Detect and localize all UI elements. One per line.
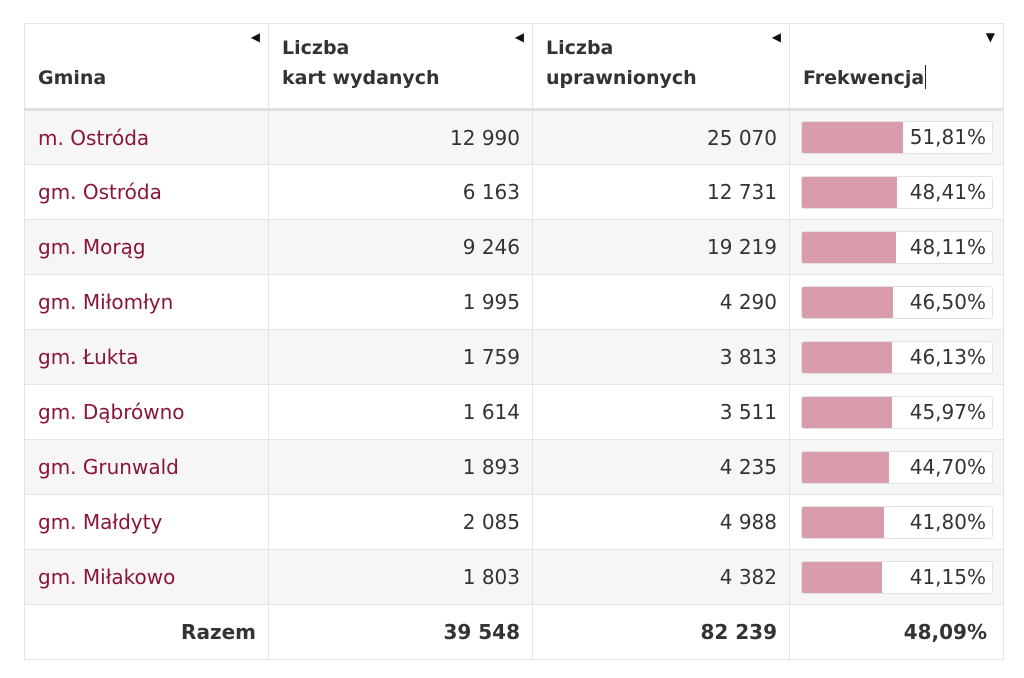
table-row: gm. Ostróda 6 163 12 731 48,41% (24, 164, 1004, 220)
frekwencja-bar-fill (802, 176, 897, 208)
header-frekwencja-label: Frekwencja (803, 67, 925, 89)
uprawnieni-value: 19 219 (532, 219, 790, 275)
frekwencja-bar-fill (802, 341, 893, 373)
karty-value: 12 990 (268, 109, 533, 165)
frekwencja-bar-fill (802, 396, 892, 428)
frekwencja-bar-fill (802, 506, 884, 538)
gmina-name-link[interactable]: gm. Morąg (24, 219, 269, 275)
karty-value: 1 614 (268, 384, 533, 440)
frekwencja-cell: 46,50% (789, 274, 1004, 330)
frekwencja-cell: 46,13% (789, 329, 1004, 385)
frekwencja-value: 48,41% (909, 179, 986, 204)
header-frekwencja[interactable]: ▼ Frekwencja (789, 23, 1004, 111)
table-row: gm. Grunwald 1 893 4 235 44,70% (24, 439, 1004, 495)
header-uprawnionych-line1: Liczba (546, 37, 614, 59)
table-footer-row: Razem 39 548 82 239 48,09% (24, 604, 1004, 660)
frekwencja-bar: 48,11% (801, 230, 993, 264)
karty-value: 9 246 (268, 219, 533, 275)
sort-left-icon[interactable]: ◀ (250, 30, 260, 44)
table-row: m. Ostróda 12 990 25 070 51,81% (24, 109, 1004, 165)
uprawnieni-value: 4 988 (532, 494, 790, 550)
karty-value: 1 759 (268, 329, 533, 385)
table-body: m. Ostróda 12 990 25 070 51,81% gm. Ostróda 6… (24, 109, 1004, 605)
frekwencja-bar: 41,80% (801, 505, 993, 539)
frekwencja-value: 51,81% (909, 125, 986, 149)
sort-left-icon[interactable]: ◀ (514, 30, 524, 44)
uprawnieni-value: 12 731 (532, 164, 790, 220)
footer-uprawnieni: 82 239 (532, 604, 790, 660)
gmina-name-link[interactable]: gm. Grunwald (24, 439, 269, 495)
sort-down-icon[interactable]: ▼ (985, 30, 995, 44)
footer-label: Razem (24, 604, 269, 660)
frekwencja-bar-fill (802, 451, 890, 483)
frekwencja-bar: 46,50% (801, 285, 993, 319)
uprawnieni-value: 4 382 (532, 549, 790, 605)
footer-frekwencja: 48,09% (789, 604, 1004, 660)
frekwencja-value: 46,13% (909, 344, 986, 369)
uprawnieni-value: 4 235 (532, 439, 790, 495)
header-karty-line2: kart wydanych (282, 67, 440, 89)
frekwencja-value: 48,11% (909, 234, 986, 259)
uprawnieni-value: 25 070 (532, 109, 790, 165)
frekwencja-bar-fill (802, 122, 904, 153)
frekwencja-value: 44,70% (909, 454, 986, 479)
frekwencja-cell: 51,81% (789, 109, 1004, 165)
header-uprawnionych[interactable]: ◀ Liczba uprawnionych (532, 23, 790, 111)
header-karty[interactable]: ◀ Liczba kart wydanych (268, 23, 533, 111)
frekwencja-value: 46,50% (909, 289, 986, 314)
table-row: gm. Dąbrówno 1 614 3 511 45,97% (24, 384, 1004, 440)
karty-value: 1 803 (268, 549, 533, 605)
frekwencja-bar: 46,13% (801, 340, 993, 374)
gmina-name-link[interactable]: gm. Miłakowo (24, 549, 269, 605)
header-gmina-label: Gmina (38, 67, 107, 89)
frekwencja-bar: 41,15% (801, 560, 993, 594)
frekwencja-bar: 45,97% (801, 395, 993, 429)
table-header-row: ◀ Gmina ◀ Liczba kart wydanych ◀ Liczba … (24, 23, 1004, 111)
footer-karty: 39 548 (268, 604, 533, 660)
turnout-table-container: ◀ Gmina ◀ Liczba kart wydanych ◀ Liczba … (24, 23, 1004, 660)
frekwencja-cell: 48,41% (789, 164, 1004, 220)
gmina-name-link[interactable]: gm. Ostróda (24, 164, 269, 220)
table-row: gm. Miłakowo 1 803 4 382 41,15% (24, 549, 1004, 605)
gmina-name-link[interactable]: gm. Małdyty (24, 494, 269, 550)
frekwencja-bar: 44,70% (801, 450, 993, 484)
uprawnieni-value: 3 511 (532, 384, 790, 440)
frekwencja-cell: 45,97% (789, 384, 1004, 440)
table-row: gm. Miłomłyn 1 995 4 290 46,50% (24, 274, 1004, 330)
frekwencja-cell: 41,15% (789, 549, 1004, 605)
text-cursor (925, 65, 927, 89)
table-row: gm. Małdyty 2 085 4 988 41,80% (24, 494, 1004, 550)
uprawnieni-value: 4 290 (532, 274, 790, 330)
frekwencja-cell: 44,70% (789, 439, 1004, 495)
karty-value: 6 163 (268, 164, 533, 220)
frekwencja-bar-fill (802, 286, 893, 318)
sort-left-icon[interactable]: ◀ (771, 30, 781, 44)
frekwencja-value: 41,15% (909, 564, 986, 589)
gmina-name-link[interactable]: m. Ostróda (24, 109, 269, 165)
frekwencja-bar-fill (802, 231, 896, 263)
frekwencja-bar: 48,41% (801, 175, 993, 209)
table-row: gm. Morąg 9 246 19 219 48,11% (24, 219, 1004, 275)
frekwencja-cell: 48,11% (789, 219, 1004, 275)
gmina-name-link[interactable]: gm. Łukta (24, 329, 269, 385)
header-karty-line1: Liczba (282, 37, 350, 59)
turnout-table: ◀ Gmina ◀ Liczba kart wydanych ◀ Liczba … (24, 23, 1004, 660)
frekwencja-bar: 51,81% (801, 121, 993, 154)
karty-value: 2 085 (268, 494, 533, 550)
frekwencja-bar-fill (802, 561, 883, 593)
karty-value: 1 893 (268, 439, 533, 495)
frekwencja-value: 41,80% (909, 509, 986, 534)
gmina-name-link[interactable]: gm. Dąbrówno (24, 384, 269, 440)
uprawnieni-value: 3 813 (532, 329, 790, 385)
frekwencja-cell: 41,80% (789, 494, 1004, 550)
frekwencja-value: 45,97% (909, 399, 986, 424)
gmina-name-link[interactable]: gm. Miłomłyn (24, 274, 269, 330)
header-gmina[interactable]: ◀ Gmina (24, 23, 269, 111)
table-row: gm. Łukta 1 759 3 813 46,13% (24, 329, 1004, 385)
karty-value: 1 995 (268, 274, 533, 330)
header-uprawnionych-line2: uprawnionych (546, 67, 697, 89)
